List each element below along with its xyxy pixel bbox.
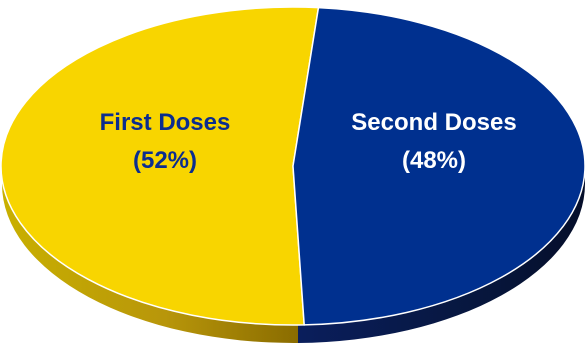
pie-side-second-doses: [298, 166, 586, 343]
slice-first-doses: [0, 6, 320, 326]
slice-second-doses: [292, 6, 586, 326]
pie-side-first-doses: [1, 166, 298, 344]
pie-slices: [0, 6, 586, 326]
slice-label-first-doses: First Doses: [100, 109, 231, 136]
slice-value-first-doses: (52%): [133, 147, 197, 174]
slice-label-second-doses: Second Doses: [351, 109, 516, 136]
slice-value-second-doses: (48%): [402, 147, 466, 174]
